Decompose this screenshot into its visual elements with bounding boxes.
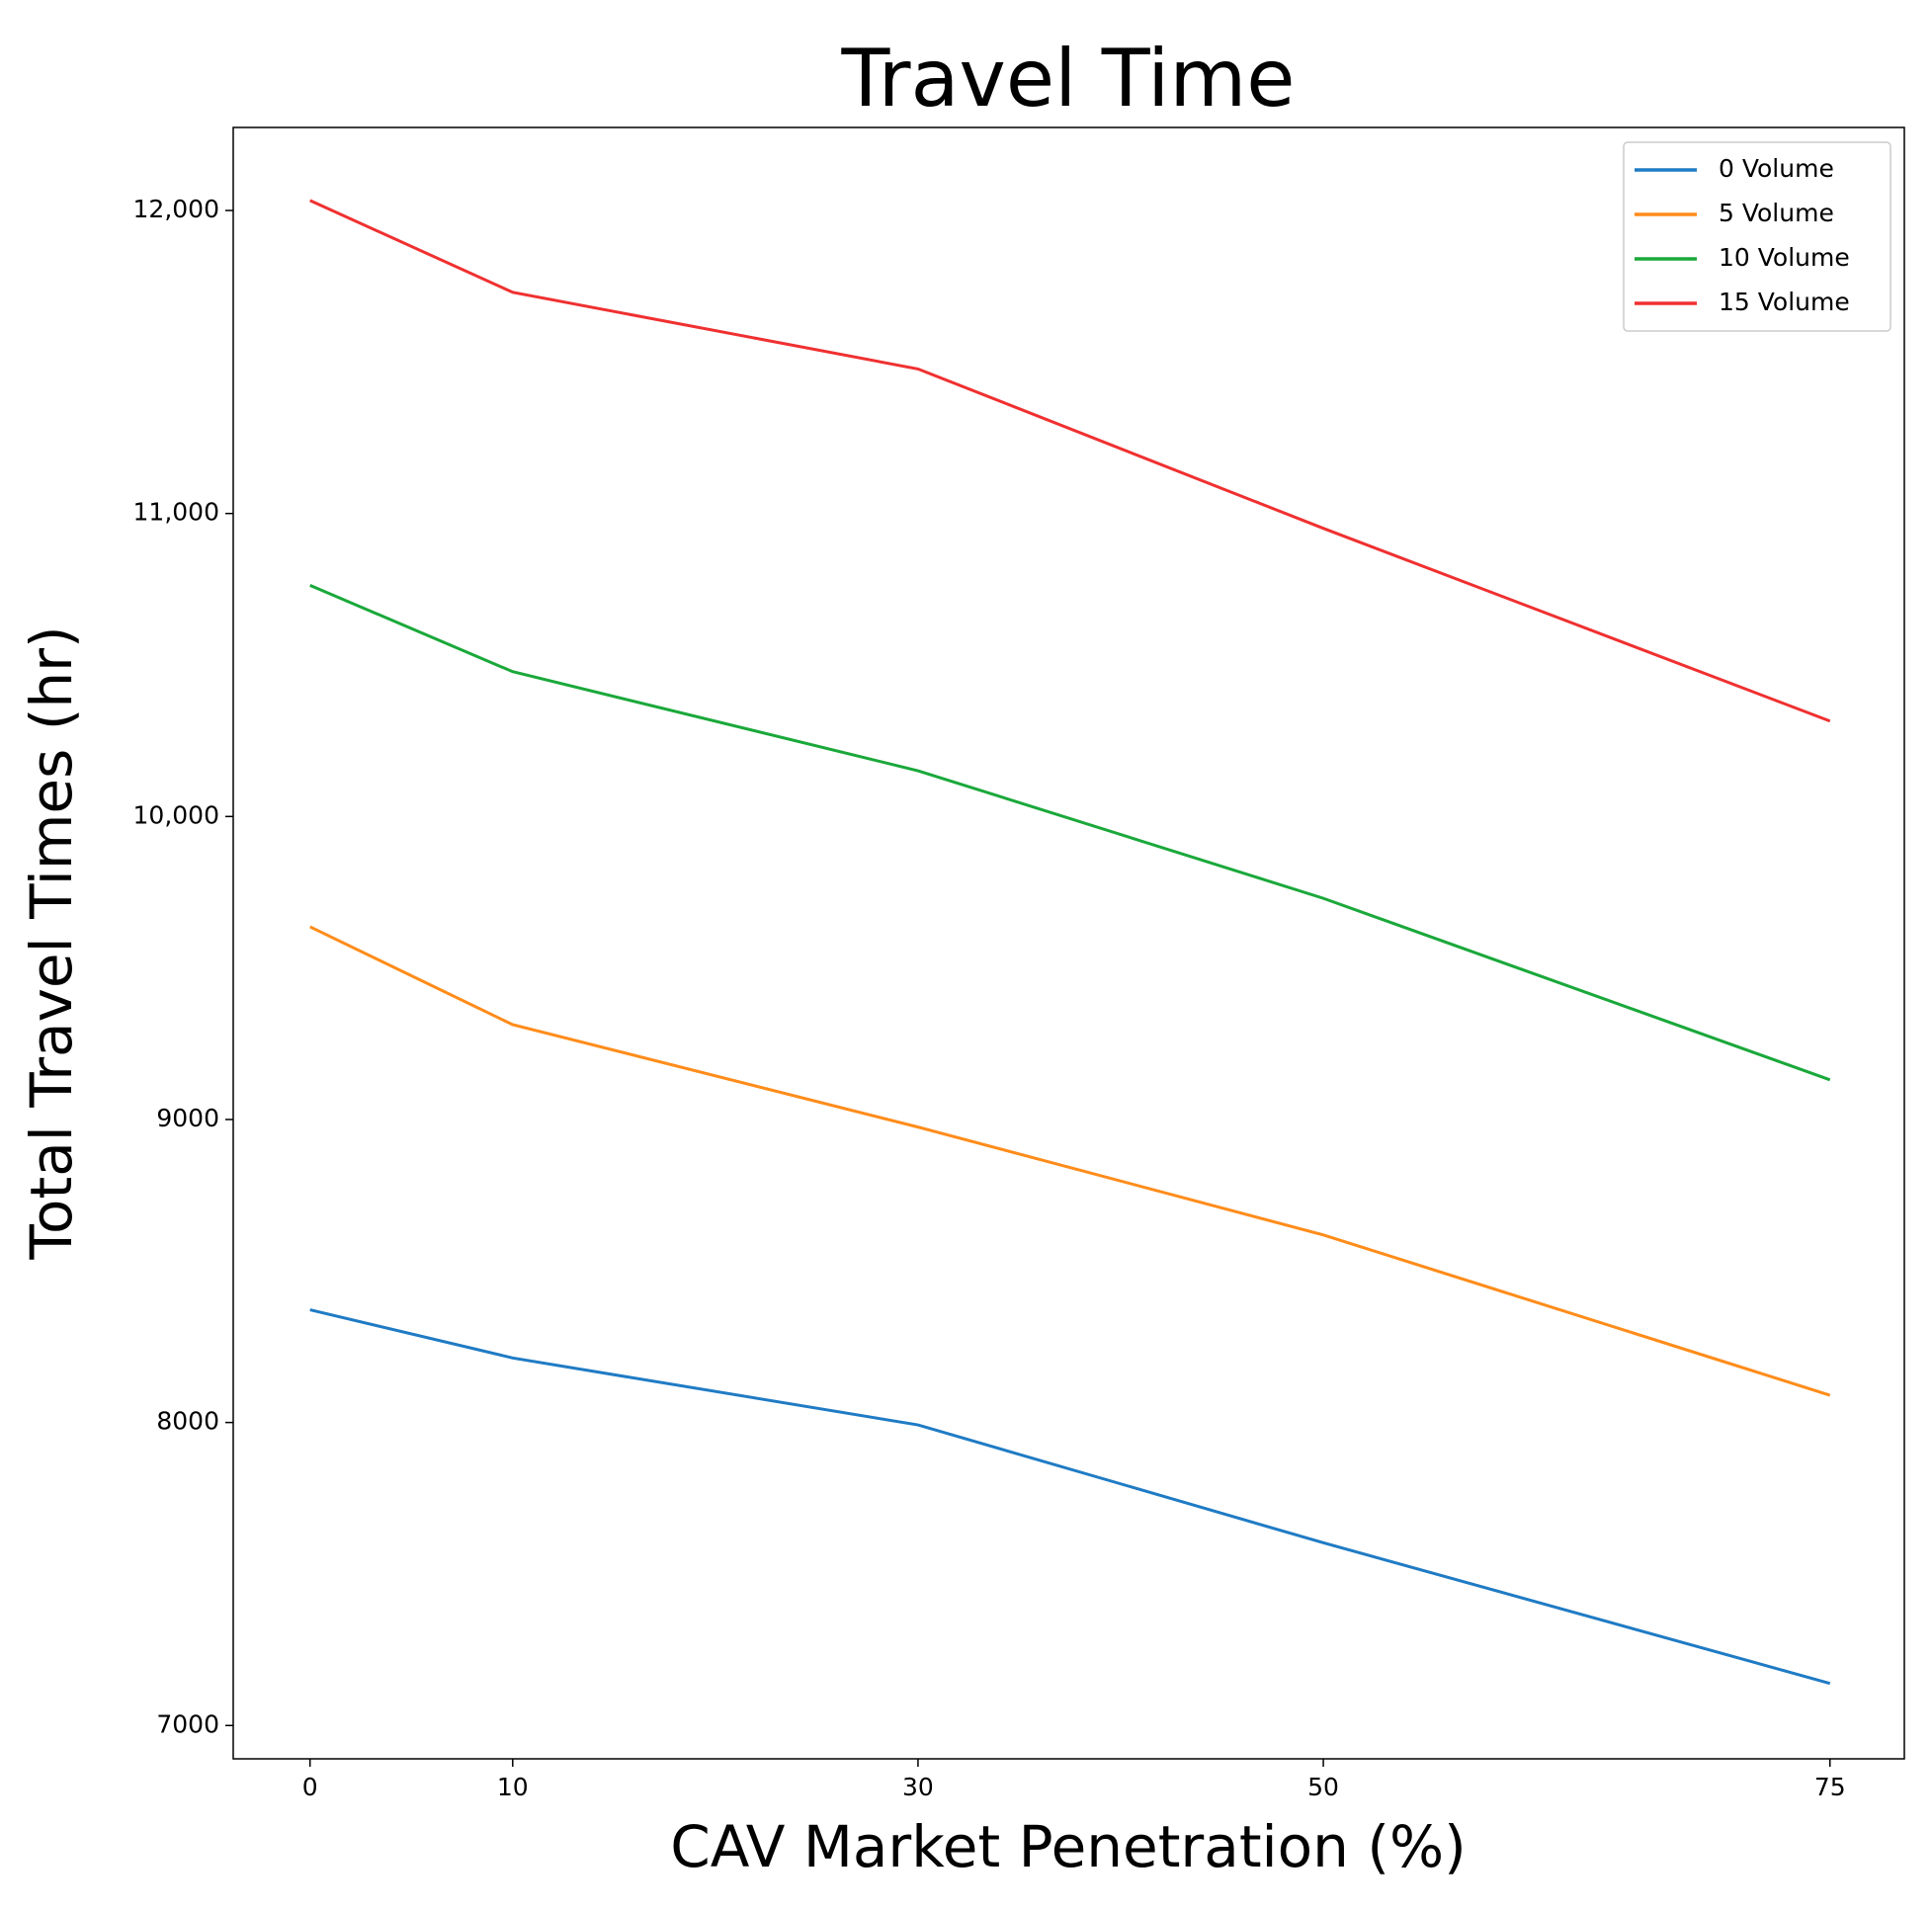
y-tick-label: 7000 — [156, 1709, 219, 1738]
x-tick-label: 0 — [302, 1773, 318, 1801]
x-axis-label: CAV Market Penetration (%) — [670, 1813, 1466, 1880]
legend-box — [1623, 141, 1891, 332]
y-tick-label: 8000 — [156, 1407, 219, 1436]
plot-frame — [232, 126, 1905, 1760]
legend-label: 15 Volume — [1719, 288, 1850, 316]
x-tick-label: 50 — [1307, 1773, 1339, 1801]
y-tick-label: 12,000 — [133, 195, 219, 223]
series-line — [309, 199, 1831, 723]
series-line — [309, 583, 1831, 1082]
y-tick-label: 10,000 — [133, 800, 219, 829]
series-line — [309, 925, 1831, 1397]
legend-label: 10 Volume — [1719, 243, 1850, 272]
chart-title: Travel Time — [840, 33, 1295, 125]
series-line — [309, 1308, 1831, 1686]
y-tick-label: 11,000 — [133, 498, 219, 527]
y-tick-label: 9000 — [156, 1104, 219, 1132]
x-tick-label: 10 — [497, 1773, 529, 1801]
legend-label: 5 Volume — [1719, 199, 1834, 227]
x-tick-label: 75 — [1814, 1773, 1846, 1801]
x-tick-label: 30 — [902, 1773, 934, 1801]
y-axis-label: Total Travel Times (hr) — [18, 625, 85, 1260]
legend-label: 0 Volume — [1719, 154, 1834, 183]
